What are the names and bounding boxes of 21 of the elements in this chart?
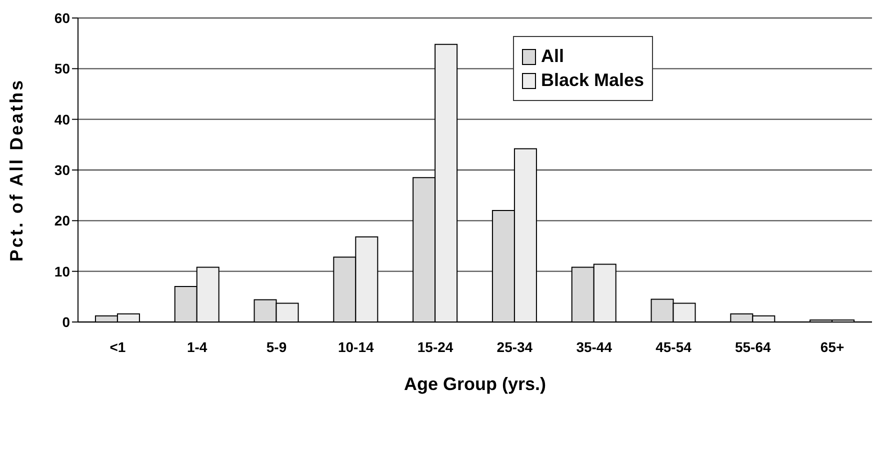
y-tick-label: 10 — [54, 263, 70, 280]
x-tick-label: 10-14 — [338, 338, 374, 355]
legend-label: Black Males — [541, 70, 644, 91]
x-tick-label: 45-54 — [656, 338, 692, 355]
x-tick-label: 1-4 — [186, 338, 208, 355]
x-tick-label: 5-9 — [266, 338, 287, 355]
x-tick-label: 65+ — [820, 338, 844, 355]
y-tick-label: 50 — [54, 60, 70, 77]
x-tick-label: 55-64 — [734, 338, 772, 355]
x-tick-label: 35-44 — [576, 338, 612, 355]
legend-label: All — [541, 46, 564, 67]
x-tick-label: 15-24 — [417, 338, 454, 355]
x-tick-label: <1 — [110, 338, 126, 355]
x-tick-label: 25-34 — [496, 338, 533, 355]
y-tick-label: 40 — [54, 111, 70, 128]
y-axis-title: Pct. of All Deaths — [6, 78, 26, 262]
x-axis-title: Age Group (yrs.) — [404, 374, 546, 394]
y-tick-label: 30 — [54, 162, 70, 178]
y-tick-label: 0 — [62, 314, 70, 330]
y-tick-label: 60 — [54, 10, 70, 26]
y-tick-label: 20 — [54, 212, 70, 229]
